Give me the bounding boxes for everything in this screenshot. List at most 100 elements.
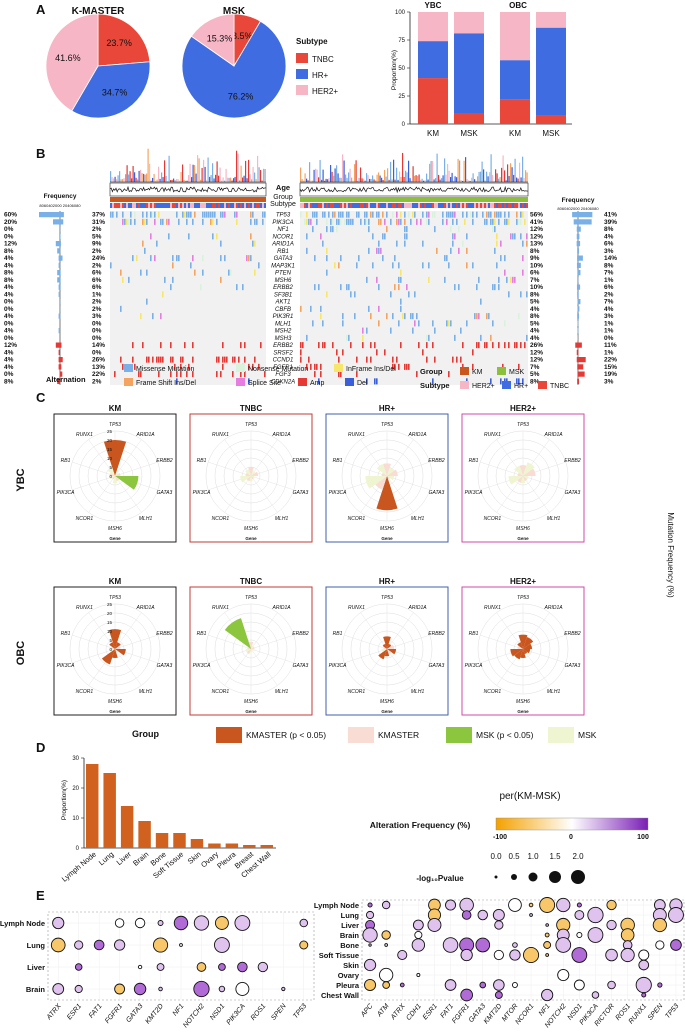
rose-petal [251, 476, 254, 480]
rose-title: HR+ [379, 404, 396, 413]
freq-left-inner: 26% [92, 357, 105, 364]
subtype-track-cell [356, 203, 358, 208]
tmb-bar [420, 180, 422, 182]
tmb-bar [310, 180, 312, 182]
rose-petal [523, 476, 529, 480]
dot-d-ylabel: Chest Wall [321, 991, 359, 1000]
freq-right-outer: 14% [604, 255, 617, 262]
oncoprint-cell [348, 284, 350, 291]
bar-d-ytick-label: 30 [72, 756, 79, 762]
tmb-bar [426, 173, 428, 182]
freq-title-left: Frequency [44, 193, 77, 200]
oncoprint-cell [496, 240, 498, 247]
freq-right-outer: 1% [604, 277, 614, 284]
rose-gene-label: MSH6 [108, 699, 122, 705]
rose-petal [224, 618, 251, 649]
oncoprint-cell [426, 342, 428, 349]
oncoprint-cell [494, 247, 496, 254]
dot-e-xlabel: ESR1 [66, 1003, 83, 1022]
oncoprint-cell [382, 211, 384, 218]
oncoprint-cell [128, 218, 130, 225]
dot-d-dot [587, 906, 604, 924]
dot-e-xlabel: NF1 [172, 1003, 186, 1018]
tmb-bar [429, 163, 431, 182]
tmb-bar [408, 160, 410, 182]
rose-petal [109, 649, 115, 653]
rose-title: KM [109, 404, 122, 413]
rose-gene-label: ERBB2 [564, 631, 581, 637]
freq-bar-left [55, 241, 60, 247]
rose-grid-spoke [250, 461, 294, 477]
oncoprint-cell [504, 218, 506, 225]
subtype-track-cell [364, 203, 366, 208]
stack-ylabel: Proportion(%) [391, 50, 398, 90]
oncoprint-cell [236, 211, 238, 218]
tmb-bar [415, 175, 417, 182]
rose-axis-label: Gene [245, 536, 257, 541]
tmb-bar [303, 180, 305, 182]
row-label-YBC: YBC [15, 468, 27, 491]
rose-gene-label: ERBB2 [428, 631, 445, 637]
tmb-bar [164, 160, 166, 182]
bar-d-bar [260, 845, 273, 848]
oncoprint-cell [254, 269, 256, 276]
bar-d-bar [225, 843, 239, 848]
legend-swatch [296, 53, 308, 63]
oncoprint-cell [476, 211, 478, 218]
rose-grid-spoke [224, 648, 252, 686]
oncoprint-cell [386, 313, 388, 320]
subtype-track-cell [462, 203, 464, 208]
rose-petal [376, 464, 387, 476]
tmb-bar [249, 174, 251, 182]
oncoprint-cell [168, 233, 170, 240]
oncoprint-cell [202, 218, 204, 225]
subtype-track-cell [176, 203, 178, 208]
oncoprint-cell [396, 240, 398, 247]
subtype-track-cell [210, 203, 212, 208]
rose-gene-label: GATA3 [429, 663, 445, 669]
freq-bar-right [578, 306, 580, 312]
dot-d-dot [416, 973, 421, 977]
rose-petal [247, 646, 251, 649]
oncoprint-cell [188, 233, 190, 240]
rose-grid-spoke [250, 648, 294, 664]
freq-left-outer: 0% [4, 299, 14, 306]
oncoprint-cell [304, 218, 306, 225]
tmb-bar [372, 175, 374, 182]
tmb-bar [204, 166, 206, 182]
oncoprint-cell [486, 342, 488, 349]
subtype-track-cell [328, 203, 330, 208]
subtype-track-cell [136, 203, 138, 208]
oncoprint-cell [396, 218, 398, 225]
oncoprint-cell [454, 334, 456, 341]
tmb-bar [418, 174, 420, 182]
tmb-bar [453, 180, 455, 182]
freq-left-outer: 4% [4, 349, 14, 356]
rose-gene-label: TP53 [245, 422, 257, 428]
subtype-track-cell [358, 203, 360, 208]
rose-grid-spoke [224, 439, 252, 477]
subtype-track-cell [416, 203, 418, 208]
oncoprint-cell [322, 211, 324, 218]
tmb-bar [441, 178, 443, 182]
rose-grid-spoke [522, 475, 550, 513]
gene-label: NF1 [277, 227, 288, 233]
oncoprint-cell [150, 233, 152, 240]
oncoprint-cell [398, 262, 400, 269]
rose-petal [523, 649, 531, 654]
oncoprint-cell [504, 342, 506, 349]
oncoprint-cell [186, 371, 188, 378]
dot-d-dot [541, 988, 554, 1002]
subtype-track-cell [112, 203, 114, 208]
tmb-bar [129, 171, 131, 182]
subtype-track-cell [228, 203, 230, 208]
oncoprint-cell [192, 342, 194, 349]
subtype-track-cell [336, 203, 338, 208]
tmb-bar [456, 177, 458, 182]
rose-petal [115, 649, 126, 656]
tmb-bar [427, 179, 429, 182]
tmb-bar [227, 177, 229, 182]
oncoprint-cell [466, 211, 468, 218]
oncoprint-cell [170, 371, 172, 378]
subtype-track-cell [130, 203, 132, 208]
